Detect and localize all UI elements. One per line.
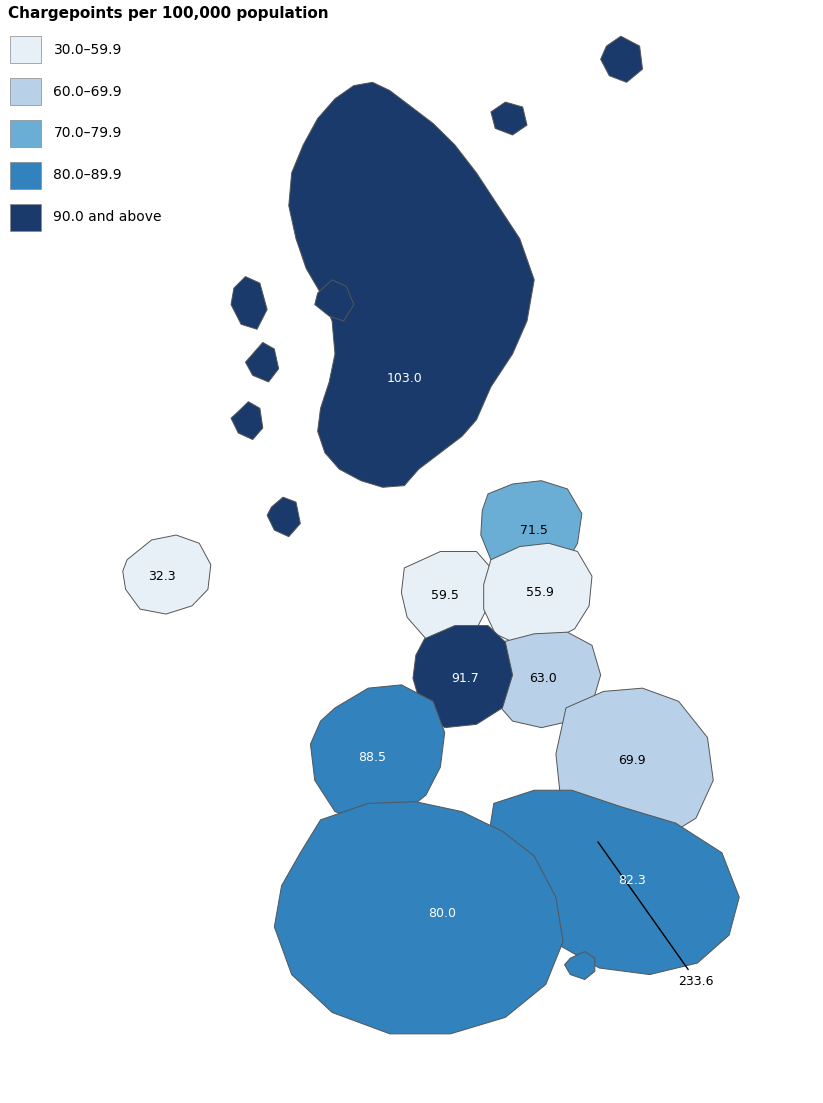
Text: 55.9: 55.9: [526, 586, 554, 599]
Text: 103.0: 103.0: [387, 372, 422, 385]
FancyBboxPatch shape: [10, 162, 41, 189]
Polygon shape: [310, 685, 444, 823]
Text: 59.5: 59.5: [430, 589, 458, 602]
Polygon shape: [491, 632, 601, 728]
Text: 91.7: 91.7: [451, 672, 479, 685]
Text: 30.0–59.9: 30.0–59.9: [53, 43, 122, 56]
FancyBboxPatch shape: [10, 78, 41, 105]
Text: 70.0–79.9: 70.0–79.9: [53, 127, 122, 140]
Polygon shape: [413, 625, 513, 728]
Text: 90.0 and above: 90.0 and above: [53, 211, 162, 224]
Polygon shape: [491, 103, 527, 135]
Polygon shape: [231, 401, 263, 440]
Text: 63.0: 63.0: [529, 672, 557, 685]
Polygon shape: [484, 544, 592, 645]
Text: 80.0–89.9: 80.0–89.9: [53, 169, 122, 182]
Polygon shape: [563, 810, 628, 868]
Text: 88.5: 88.5: [359, 751, 387, 763]
Polygon shape: [565, 952, 595, 979]
FancyBboxPatch shape: [10, 204, 41, 231]
Text: 69.9: 69.9: [619, 754, 646, 767]
Text: 233.6: 233.6: [598, 842, 714, 987]
Polygon shape: [267, 497, 300, 537]
Text: 80.0: 80.0: [428, 907, 456, 920]
FancyBboxPatch shape: [10, 36, 41, 63]
Text: 32.3: 32.3: [148, 569, 175, 582]
Polygon shape: [488, 790, 739, 975]
Text: 71.5: 71.5: [520, 524, 548, 536]
Polygon shape: [289, 83, 534, 488]
Text: 82.3: 82.3: [619, 875, 646, 887]
Polygon shape: [274, 802, 563, 1034]
Text: 60.0–69.9: 60.0–69.9: [53, 85, 122, 98]
Polygon shape: [601, 36, 643, 83]
Polygon shape: [314, 280, 354, 321]
Text: Chargepoints per 100,000 population: Chargepoints per 100,000 population: [8, 6, 329, 21]
FancyBboxPatch shape: [10, 120, 41, 147]
Polygon shape: [402, 552, 491, 642]
Polygon shape: [231, 277, 267, 330]
Polygon shape: [556, 688, 714, 845]
Polygon shape: [245, 342, 279, 382]
Polygon shape: [123, 535, 211, 614]
Polygon shape: [481, 481, 582, 579]
